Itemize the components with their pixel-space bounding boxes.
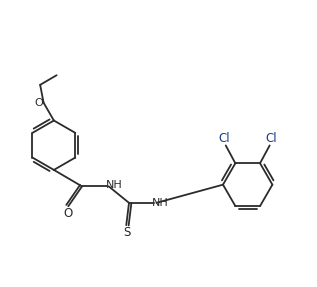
Text: NH: NH (106, 180, 123, 190)
Text: O: O (34, 98, 43, 108)
Text: Cl: Cl (266, 132, 277, 145)
Text: Cl: Cl (218, 132, 230, 145)
Text: S: S (123, 226, 130, 238)
Text: NH: NH (152, 198, 169, 208)
Text: O: O (63, 207, 72, 220)
